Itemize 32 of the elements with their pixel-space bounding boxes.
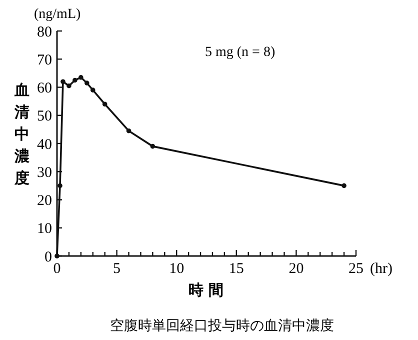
y-axis-title: 血清中濃度 <box>14 81 30 187</box>
y-tick-label: 70 <box>37 52 52 68</box>
y-tick-label: 0 <box>44 249 52 266</box>
point <box>72 78 78 83</box>
point <box>126 128 132 134</box>
text: 空腹時単回経口投与時の血清中濃度 <box>110 318 334 334</box>
y-tick-label: 40 <box>37 136 52 153</box>
y-tick-label: 60 <box>37 80 52 96</box>
point <box>342 183 346 188</box>
x-tick-label: 10 <box>169 261 184 277</box>
text: (hr) <box>370 261 392 277</box>
y-tick-label: 80 <box>37 24 52 40</box>
point <box>66 83 72 88</box>
point <box>84 80 90 86</box>
point <box>90 88 96 92</box>
y-tick-label: 20 <box>37 193 52 209</box>
y-tick-label: 30 <box>37 164 52 181</box>
point <box>150 144 156 149</box>
text: (ng/mL) <box>34 7 81 22</box>
annotation: 5 mg (n = 8) <box>205 45 276 60</box>
x-tick-label: 25 <box>348 261 364 277</box>
point <box>60 79 66 84</box>
y-tick-label: 10 <box>37 221 52 238</box>
point <box>58 183 62 188</box>
point <box>78 75 84 80</box>
x-tick-label: 5 <box>113 261 121 277</box>
x-tick-label: 20 <box>288 261 304 277</box>
y-tick-label: 50 <box>37 108 52 125</box>
point <box>102 102 108 107</box>
x-tick-label: 15 <box>228 261 244 277</box>
point <box>54 254 60 258</box>
x-axis-title: 時 間 <box>188 281 224 299</box>
